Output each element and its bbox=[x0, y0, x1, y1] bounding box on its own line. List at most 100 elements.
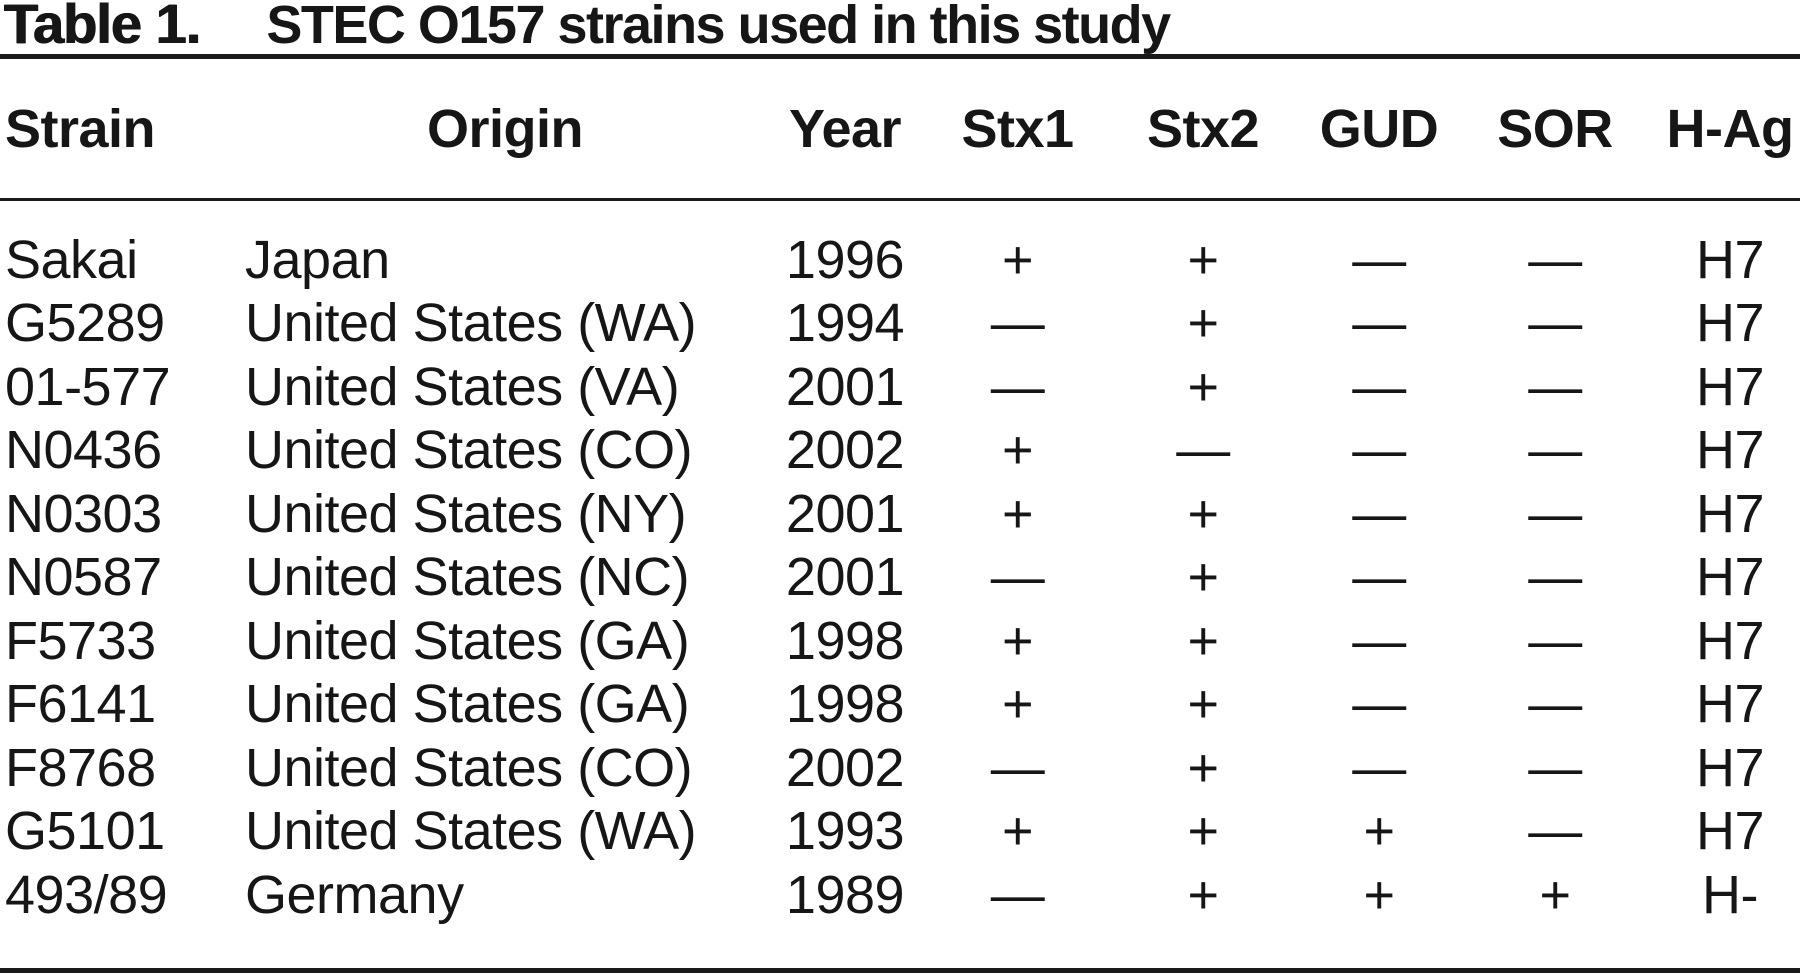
table-number-label: Table 1. bbox=[4, 0, 201, 55]
cell-stx1: — bbox=[990, 547, 1045, 608]
cell-sor: — bbox=[1528, 801, 1582, 862]
table-body: Sakai Japan 1996 + + — — H7 G5289 United States (… bbox=[0, 201, 1800, 927]
cell-stx1: + bbox=[1001, 229, 1034, 290]
cell-stx2: + bbox=[1187, 229, 1219, 290]
cell-sor: — bbox=[1528, 420, 1582, 481]
cell-stx1: + bbox=[1001, 801, 1034, 862]
cell-h_ag: H7 bbox=[1695, 737, 1765, 798]
cell-origin: Germany bbox=[245, 864, 464, 925]
cell-stx1: + bbox=[1001, 610, 1034, 671]
cell-gud: — bbox=[1352, 737, 1406, 798]
cell-gud: + bbox=[1363, 801, 1395, 862]
cell-origin: Japan bbox=[245, 229, 390, 290]
cell-stx2: + bbox=[1187, 547, 1219, 608]
header-rule bbox=[0, 198, 1800, 201]
cell-gud: — bbox=[1352, 356, 1406, 417]
cell-origin: United States (NC) bbox=[245, 547, 690, 608]
column-header-stx2: Stx2 bbox=[1146, 99, 1260, 159]
cell-stx1: — bbox=[990, 293, 1045, 354]
cell-year: 1998 bbox=[785, 674, 905, 735]
cell-h_ag: H7 bbox=[1695, 483, 1765, 544]
cell-stx2: + bbox=[1187, 610, 1219, 671]
column-header-stx1: Stx1 bbox=[961, 99, 1074, 159]
column-header-gud: GUD bbox=[1319, 99, 1439, 159]
cell-stx1: + bbox=[1001, 420, 1034, 481]
cell-stx1: — bbox=[990, 356, 1045, 417]
cell-strain: F5733 bbox=[5, 610, 156, 671]
cell-year: 2001 bbox=[785, 547, 905, 608]
cell-sor: — bbox=[1528, 674, 1582, 735]
table-row: F5733 United States (GA) 1998 + + — — H7 bbox=[0, 609, 1800, 673]
cell-stx2: + bbox=[1187, 737, 1219, 798]
cell-origin: United States (WA) bbox=[245, 801, 697, 862]
cell-h_ag: H7 bbox=[1695, 293, 1765, 354]
cell-sor: — bbox=[1528, 229, 1582, 290]
table-row: N0587 United States (NC) 2001 — + — — H7 bbox=[0, 546, 1800, 610]
cell-origin: United States (CO) bbox=[245, 420, 693, 481]
cell-stx2: — bbox=[1176, 420, 1230, 481]
table-row: F6141 United States (GA) 1998 + + — — H7 bbox=[0, 673, 1800, 737]
cell-strain: N0587 bbox=[5, 547, 162, 608]
cell-h_ag: H7 bbox=[1695, 610, 1765, 671]
cell-stx1: — bbox=[990, 864, 1045, 925]
cell-year: 1998 bbox=[785, 610, 905, 671]
cell-year: 2001 bbox=[785, 483, 905, 544]
column-header-strain: Strain bbox=[5, 99, 156, 159]
top-rule bbox=[0, 54, 1800, 59]
cell-stx2: + bbox=[1187, 674, 1219, 735]
cell-origin: United States (VA) bbox=[245, 356, 680, 417]
table-row: G5289 United States (WA) 1994 — + — — H7 bbox=[0, 292, 1800, 356]
cell-gud: — bbox=[1352, 483, 1406, 544]
cell-origin: United States (CO) bbox=[245, 737, 693, 798]
cell-year: 1989 bbox=[785, 864, 905, 925]
table-row: F8768 United States (CO) 2002 — + — — H7 bbox=[0, 736, 1800, 800]
cell-year: 2002 bbox=[785, 420, 905, 481]
cell-year: 2002 bbox=[785, 737, 905, 798]
cell-sor: — bbox=[1528, 547, 1582, 608]
cell-strain: F8768 bbox=[5, 737, 156, 798]
cell-gud: + bbox=[1363, 864, 1395, 925]
cell-gud: — bbox=[1352, 547, 1406, 608]
cell-year: 1993 bbox=[785, 801, 905, 862]
table-row: 493/89 Germany 1989 — + + + H- bbox=[0, 863, 1800, 927]
cell-origin: United States (WA) bbox=[245, 293, 697, 354]
column-header-origin: Origin bbox=[427, 99, 584, 159]
cell-strain: F6141 bbox=[5, 674, 156, 735]
table-caption: STEC O157 strains used in this study bbox=[266, 0, 1171, 55]
cell-gud: — bbox=[1352, 293, 1406, 354]
column-header-h_ag: H-Ag bbox=[1666, 99, 1794, 159]
cell-stx2: + bbox=[1187, 864, 1219, 925]
cell-h_ag: H7 bbox=[1695, 547, 1765, 608]
cell-year: 2001 bbox=[785, 356, 905, 417]
cell-strain: 493/89 bbox=[5, 864, 168, 925]
cell-stx1: + bbox=[1001, 483, 1034, 544]
cell-year: 1996 bbox=[785, 229, 905, 290]
cell-origin: United States (GA) bbox=[245, 674, 690, 735]
cell-strain: N0436 bbox=[5, 420, 162, 481]
table-row: G5101 United States (WA) 1993 + + + — H7 bbox=[0, 800, 1800, 864]
cell-h_ag: H7 bbox=[1695, 674, 1765, 735]
cell-h_ag: H7 bbox=[1695, 229, 1765, 290]
cell-year: 1994 bbox=[785, 293, 905, 354]
cell-stx2: + bbox=[1187, 801, 1219, 862]
table-row: N0303 United States (NY) 2001 + + — — H7 bbox=[0, 482, 1800, 546]
cell-strain: Sakai bbox=[5, 229, 138, 290]
cell-strain: G5101 bbox=[5, 801, 165, 862]
table-row: 01-577 United States (VA) 2001 — + — — H7 bbox=[0, 355, 1800, 419]
cell-strain: N0303 bbox=[5, 483, 162, 544]
cell-origin: United States (GA) bbox=[245, 610, 690, 671]
cell-stx2: + bbox=[1187, 356, 1219, 417]
cell-sor: — bbox=[1528, 610, 1582, 671]
cell-sor: — bbox=[1528, 293, 1582, 354]
cell-gud: — bbox=[1352, 229, 1406, 290]
table-row: N0436 United States (CO) 2002 + — — — H7 bbox=[0, 419, 1800, 483]
cell-gud: — bbox=[1352, 420, 1406, 481]
cell-stx1: + bbox=[1001, 674, 1034, 735]
cell-sor: — bbox=[1528, 356, 1582, 417]
cell-strain: G5289 bbox=[5, 293, 165, 354]
cell-sor: — bbox=[1528, 737, 1582, 798]
bottom-rule bbox=[0, 968, 1800, 973]
table-header-row: Strain Origin Year Stx1 Stx2 GUD SOR H-Ag bbox=[0, 60, 1800, 198]
cell-stx2: + bbox=[1187, 483, 1219, 544]
